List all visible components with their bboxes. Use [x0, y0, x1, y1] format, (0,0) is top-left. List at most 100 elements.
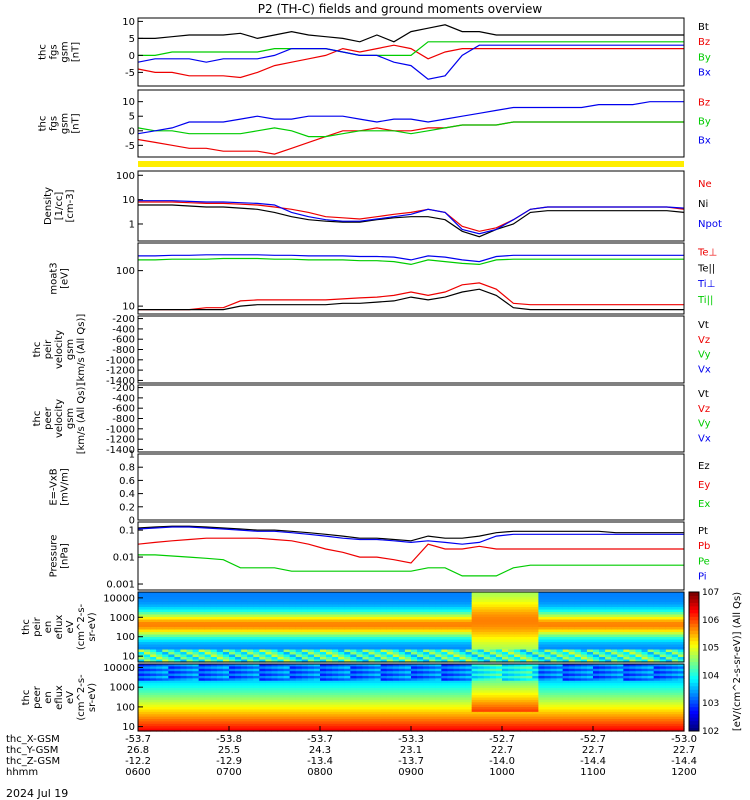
- spectrogram-cell: [435, 690, 442, 694]
- spectrogram-cell: [465, 597, 473, 601]
- spectrogram-cell: [326, 634, 333, 638]
- spectrogram-cell: [210, 699, 218, 703]
- spectrogram-cell: [502, 639, 509, 643]
- spectrogram-cell: [162, 699, 169, 703]
- spectrogram-cell: [514, 659, 521, 663]
- spectrogram-cell: [593, 612, 600, 616]
- spectrogram-cell: [617, 619, 624, 623]
- spectrogram-cell: [265, 714, 273, 718]
- spectrogram-cell: [392, 692, 400, 696]
- spectrogram-cell: [307, 692, 315, 696]
- spectrogram-cell: [532, 690, 539, 694]
- spectrogram-cell: [447, 707, 455, 711]
- spectrogram-cell: [156, 617, 163, 621]
- spectrogram-cell: [344, 709, 351, 713]
- spectrogram-cell: [568, 617, 576, 621]
- spectrogram-cell: [138, 664, 145, 667]
- spectrogram-cell: [235, 607, 242, 611]
- spectrogram-cell: [222, 642, 230, 646]
- spectrogram-cell: [411, 624, 418, 628]
- spectrogram-cell: [144, 711, 151, 715]
- spectrogram-cell: [568, 594, 576, 598]
- spectrogram-cell: [241, 614, 248, 618]
- spectrogram-cell: [489, 639, 497, 643]
- spectrogram-cell: [435, 614, 442, 618]
- spectrogram-cell: [192, 678, 200, 682]
- spectrogram-cell: [447, 728, 455, 732]
- spectrogram-cell: [247, 649, 254, 653]
- spectrogram-cell: [544, 687, 552, 691]
- spectrogram-cell: [338, 654, 345, 658]
- spectrogram-cell: [514, 716, 521, 720]
- spectrogram-cell: [544, 594, 552, 598]
- spectrogram-cell: [599, 627, 606, 631]
- spectrogram-cell: [350, 704, 357, 708]
- spectrogram-cell: [671, 614, 679, 618]
- spectrogram-cell: [574, 634, 582, 638]
- spectrogram-cell: [186, 695, 194, 699]
- spectrogram-cell: [186, 707, 194, 711]
- spectrogram-cell: [417, 639, 424, 643]
- spectrogram-cell: [289, 629, 297, 633]
- spectrogram-cell: [611, 671, 618, 675]
- spectrogram-cell: [429, 678, 436, 682]
- spectrogram-cell: [301, 671, 309, 675]
- spectrogram-cell: [289, 680, 297, 684]
- spectrogram-cell: [307, 639, 315, 643]
- spectrogram-cell: [332, 592, 339, 596]
- spectrogram-cell: [289, 647, 297, 651]
- spectrogram-cell: [356, 711, 364, 715]
- spectrogram-cell: [186, 617, 194, 621]
- spectrogram-cell: [320, 692, 327, 696]
- spectrogram-cell: [156, 673, 163, 677]
- spectrogram-cell: [277, 649, 285, 653]
- spectrogram-cell: [538, 685, 546, 689]
- spectrogram-cell: [647, 624, 655, 628]
- spectrogram-cell: [374, 632, 382, 636]
- spectrogram-cell: [562, 687, 570, 691]
- spectrogram-cell: [447, 609, 455, 613]
- spectrogram-cell: [502, 695, 509, 699]
- spectrogram-cell: [380, 671, 388, 675]
- spectrogram-cell: [168, 685, 175, 689]
- spectrogram-cell: [210, 666, 218, 670]
- spectrogram-cell: [562, 654, 570, 658]
- spectrogram-cell: [635, 639, 643, 643]
- spectrogram-cell: [617, 647, 624, 651]
- spectrogram-cell: [550, 719, 558, 723]
- spectrogram-cell: [453, 716, 461, 720]
- spectrogram-cell: [222, 607, 230, 611]
- spectrogram-cell: [593, 683, 600, 687]
- spectrogram-cell: [611, 604, 618, 608]
- spectrogram-cell: [605, 602, 612, 606]
- spectrogram-cell: [623, 668, 630, 672]
- spectrogram-cell: [671, 644, 679, 648]
- spectrogram-cell: [271, 657, 279, 661]
- spectrogram-cell: [198, 654, 206, 658]
- spectrogram-cell: [526, 649, 533, 653]
- spectrogram-cell: [320, 671, 327, 675]
- spectrogram-cell: [344, 599, 351, 603]
- spectrogram-cell: [192, 619, 200, 623]
- spectrogram-cell: [574, 678, 582, 682]
- spectrogram-cell: [677, 607, 685, 611]
- spectrogram-cell: [647, 642, 655, 646]
- spectrogram-cell: [483, 649, 491, 653]
- spectrogram-cell: [241, 629, 248, 633]
- spectrogram-cell: [216, 659, 224, 663]
- spectrogram-cell: [326, 666, 333, 670]
- spectrogram-cell: [514, 639, 521, 643]
- spectrogram-cell: [495, 714, 503, 718]
- spectrogram-cell: [271, 675, 279, 679]
- spectrogram-cell: [526, 716, 533, 720]
- spectrogram-cell: [295, 632, 303, 636]
- spectrogram-cell: [313, 709, 321, 713]
- spectrogram-cell: [586, 612, 594, 616]
- spectrogram-cell: [283, 716, 291, 720]
- spectrogram-cell: [599, 683, 606, 687]
- spectrogram-cell: [489, 719, 497, 723]
- spectrogram-cell: [386, 652, 394, 656]
- spectrogram-cell: [417, 602, 424, 606]
- spectrogram-cell: [247, 617, 254, 621]
- spectrogram-cell: [356, 597, 364, 601]
